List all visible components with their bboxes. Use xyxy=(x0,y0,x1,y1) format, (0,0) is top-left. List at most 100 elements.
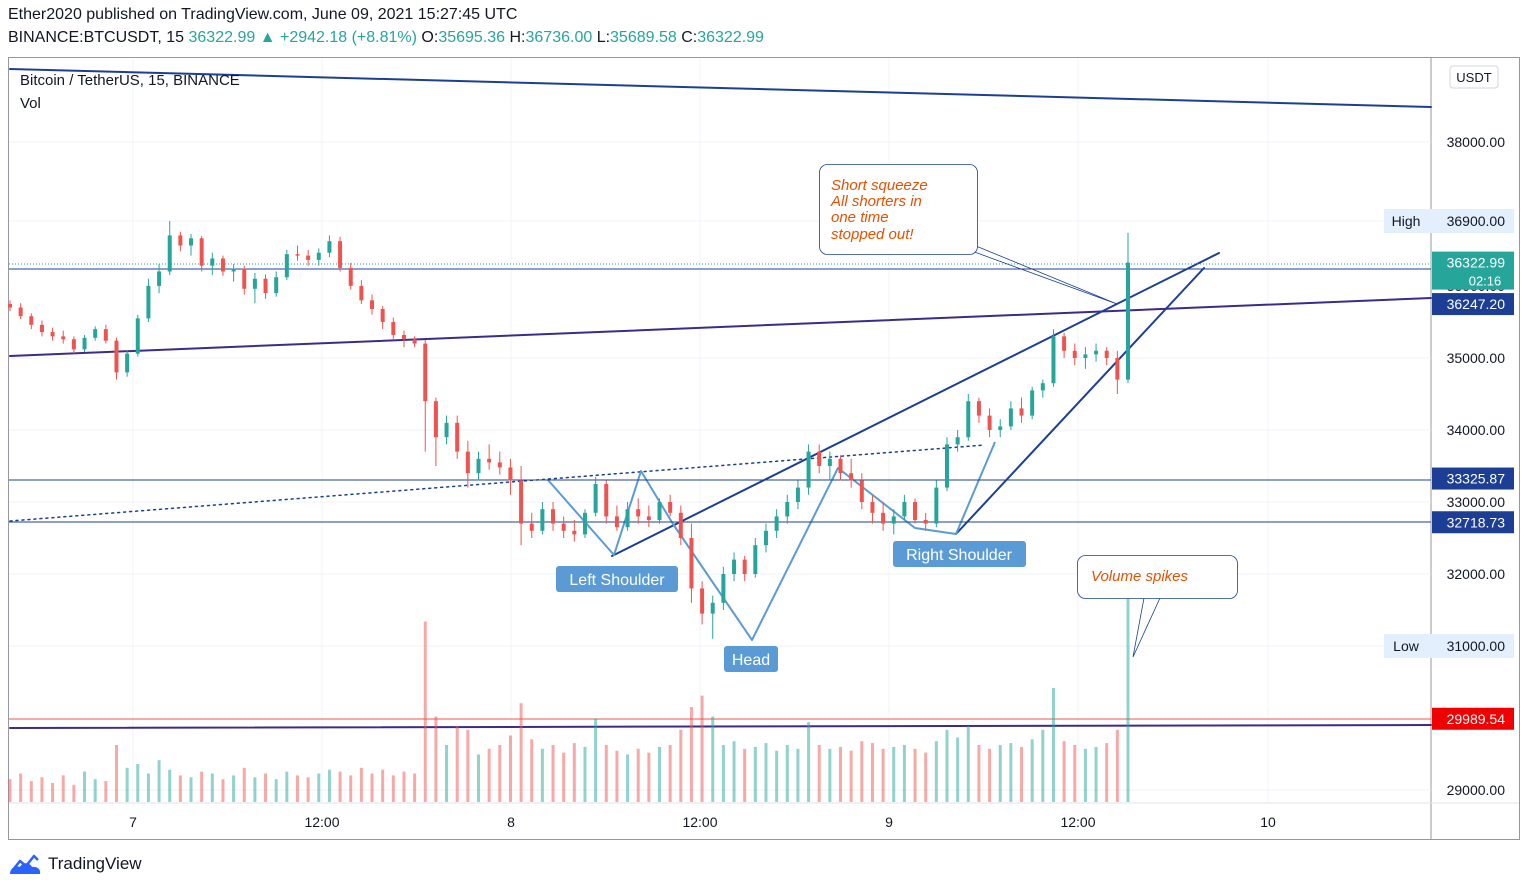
candle[interactable] xyxy=(614,505,619,531)
candle[interactable] xyxy=(391,317,396,340)
candle[interactable] xyxy=(295,245,300,261)
candle[interactable] xyxy=(657,498,662,524)
candle[interactable] xyxy=(881,502,886,531)
candle[interactable] xyxy=(1019,397,1024,423)
candle[interactable] xyxy=(423,339,428,452)
candle[interactable] xyxy=(380,306,385,330)
candle[interactable] xyxy=(1030,386,1035,420)
candle[interactable] xyxy=(114,337,119,380)
candle[interactable] xyxy=(902,494,907,520)
candle[interactable] xyxy=(146,278,151,322)
candle[interactable] xyxy=(987,408,992,438)
candle[interactable] xyxy=(1083,347,1088,369)
candle[interactable] xyxy=(913,498,918,524)
candle[interactable] xyxy=(636,498,641,524)
candle[interactable] xyxy=(785,494,790,524)
candle[interactable] xyxy=(1115,350,1120,394)
candle[interactable] xyxy=(551,502,556,531)
bottom-support-line[interactable] xyxy=(9,724,1432,729)
candle[interactable] xyxy=(1072,343,1077,366)
candle[interactable] xyxy=(646,505,651,528)
candle[interactable] xyxy=(700,581,705,625)
candle[interactable] xyxy=(29,313,34,330)
candle[interactable] xyxy=(529,512,534,538)
candle[interactable] xyxy=(998,419,1003,438)
candle[interactable] xyxy=(306,249,311,266)
candle[interactable] xyxy=(1104,347,1109,366)
candle[interactable] xyxy=(689,523,694,603)
candle[interactable] xyxy=(849,458,854,488)
candle[interactable] xyxy=(327,235,332,258)
candle[interactable] xyxy=(412,336,417,348)
candle[interactable] xyxy=(348,262,353,290)
candle[interactable] xyxy=(774,509,779,538)
candle[interactable] xyxy=(1062,332,1067,358)
candle[interactable] xyxy=(135,314,140,357)
candle[interactable] xyxy=(50,327,55,341)
candle[interactable] xyxy=(827,451,832,481)
candle[interactable] xyxy=(540,502,545,535)
candle[interactable] xyxy=(955,430,960,452)
rising-wedge-lower[interactable] xyxy=(955,267,1205,535)
candle[interactable] xyxy=(795,480,800,510)
candle[interactable] xyxy=(668,494,673,517)
candle[interactable] xyxy=(359,280,364,304)
candle[interactable] xyxy=(923,512,928,531)
candle[interactable] xyxy=(465,440,470,488)
candle[interactable] xyxy=(508,458,513,495)
candle[interactable] xyxy=(1040,379,1045,398)
candle[interactable] xyxy=(934,480,939,528)
candle[interactable] xyxy=(18,303,23,320)
candle[interactable] xyxy=(721,566,726,610)
head-label[interactable]: Head xyxy=(724,646,778,672)
currency-button[interactable]: USDT xyxy=(1449,65,1499,89)
candle[interactable] xyxy=(582,509,587,538)
candle[interactable] xyxy=(199,236,204,272)
candle[interactable] xyxy=(210,252,215,276)
candle[interactable] xyxy=(487,444,492,470)
candle[interactable] xyxy=(93,326,98,341)
candle[interactable] xyxy=(1126,232,1130,384)
candle[interactable] xyxy=(870,494,875,524)
candle[interactable] xyxy=(838,455,843,481)
candle[interactable] xyxy=(274,271,279,297)
hs-zigzag[interactable] xyxy=(547,441,996,641)
candle[interactable] xyxy=(1008,401,1013,430)
candle[interactable] xyxy=(678,505,683,546)
candle[interactable] xyxy=(710,595,715,639)
candle[interactable] xyxy=(497,451,502,475)
candle[interactable] xyxy=(316,248,321,266)
candle[interactable] xyxy=(8,300,12,312)
candle[interactable] xyxy=(189,233,194,256)
candle[interactable] xyxy=(891,509,896,535)
candle[interactable] xyxy=(220,255,225,276)
candle[interactable] xyxy=(167,221,172,276)
candle[interactable] xyxy=(178,231,183,252)
candle[interactable] xyxy=(593,476,598,517)
candle[interactable] xyxy=(1094,343,1099,362)
candle[interactable] xyxy=(433,397,438,466)
candle[interactable] xyxy=(944,437,949,492)
candle[interactable] xyxy=(125,350,130,377)
candle[interactable] xyxy=(61,330,66,344)
candle[interactable] xyxy=(1051,329,1056,387)
right-shoulder-label[interactable]: Right Shoulder xyxy=(893,541,1026,567)
rising-wedge-upper[interactable] xyxy=(611,252,1220,557)
volume-spikes-callout[interactable]: Volume spikes xyxy=(1077,555,1238,599)
candle[interactable] xyxy=(444,415,449,445)
candle[interactable] xyxy=(103,324,108,344)
candle[interactable] xyxy=(476,451,481,481)
left-shoulder-label[interactable]: Left Shoulder xyxy=(556,566,678,592)
candle[interactable] xyxy=(71,336,76,354)
candle[interactable] xyxy=(284,249,289,281)
candle[interactable] xyxy=(519,466,524,546)
tradingview-logo[interactable]: TradingView xyxy=(8,852,142,876)
candle[interactable] xyxy=(157,264,162,294)
candle[interactable] xyxy=(370,294,375,315)
neckline-upper[interactable] xyxy=(9,297,1432,357)
candle[interactable] xyxy=(625,502,630,531)
candle[interactable] xyxy=(817,444,822,474)
candle[interactable] xyxy=(401,330,406,348)
candle[interactable] xyxy=(242,265,247,295)
